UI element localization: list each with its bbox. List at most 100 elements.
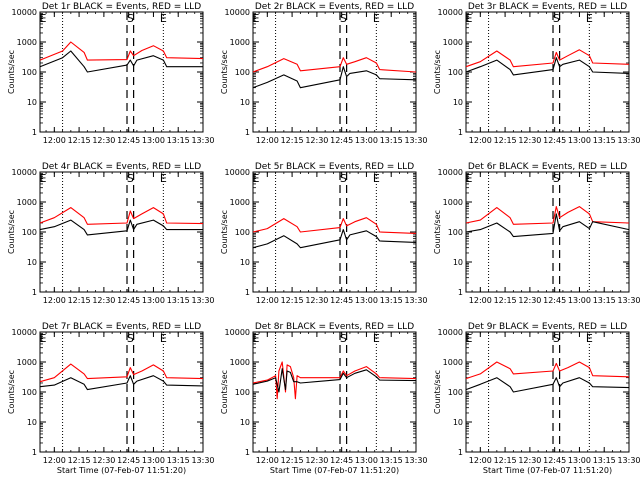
y-tick-label: 1000	[230, 38, 250, 47]
y-tick-label: 1000	[230, 198, 250, 207]
y-tick-label: 10	[240, 258, 250, 267]
y-tick-label: 1000	[17, 198, 37, 207]
marker-label: E	[373, 332, 380, 345]
y-tick-label: 100	[235, 68, 250, 77]
y-axis-label: Counts/sec	[7, 370, 16, 414]
panel-title: Det 1r BLACK = Events, RED = LLD	[42, 2, 201, 12]
x-tick-label: 12:45	[330, 296, 353, 305]
x-tick-label: 13:30	[404, 296, 427, 305]
x-tick-label: 12:45	[543, 296, 566, 305]
panel-title: Det 7r BLACK = Events, RED = LLD	[42, 322, 201, 332]
y-tick-label: 10	[27, 98, 37, 107]
y-tick-label: 100	[22, 68, 37, 77]
x-tick-label: 12:30	[518, 136, 541, 145]
y-axis-label: Counts/sec	[220, 50, 229, 94]
x-tick-label: 12:30	[305, 296, 328, 305]
y-tick-label: 10	[240, 98, 250, 107]
y-axis-label: Counts/sec	[7, 50, 16, 94]
y-tick-label: 1	[245, 448, 250, 457]
marker-label: E	[373, 12, 380, 25]
x-tick-label: 12:45	[543, 136, 566, 145]
x-tick-label: 13:30	[404, 136, 427, 145]
x-tick-label: 13:15	[167, 296, 190, 305]
x-tick-label: 13:00	[355, 456, 378, 465]
y-tick-label: 10000	[225, 8, 250, 17]
series-events-line	[465, 377, 630, 393]
x-tick-label: 13:30	[191, 456, 214, 465]
x-tick-label: 12:45	[117, 456, 140, 465]
series-events-line	[465, 213, 630, 238]
x-tick-label: 12:45	[543, 456, 566, 465]
panel-title: Det 3r BLACK = Events, RED = LLD	[468, 2, 627, 12]
series-lld-line	[252, 217, 417, 234]
y-tick-label: 1	[32, 288, 37, 297]
x-tick-label: 13:15	[593, 456, 616, 465]
x-tick-label: 12:45	[330, 136, 353, 145]
x-tick-label: 12:15	[281, 136, 304, 145]
plot-frame	[252, 11, 417, 133]
y-axis-label: Counts/sec	[433, 370, 442, 414]
series-lld-line	[465, 361, 630, 380]
y-tick-label: 100	[448, 68, 463, 77]
marker-label: E	[586, 12, 593, 25]
y-tick-label: 100	[448, 228, 463, 237]
x-tick-label: 12:15	[68, 456, 91, 465]
series-lld-line	[465, 49, 630, 68]
y-tick-label: 10	[453, 98, 463, 107]
y-axis-label: Counts/sec	[7, 210, 16, 254]
marker-label: S	[340, 172, 347, 185]
panel-title: Det 2r BLACK = Events, RED = LLD	[255, 2, 414, 12]
x-tick-label: 12:45	[330, 456, 353, 465]
y-tick-label: 1	[458, 128, 463, 137]
x-tick-label: 13:30	[617, 456, 640, 465]
marker-label: E	[586, 332, 593, 345]
marker-label: E	[253, 12, 260, 25]
x-tick-label: 13:30	[617, 296, 640, 305]
y-tick-label: 10000	[438, 328, 463, 337]
panel-det-7: Det 7r BLACK = Events, RED = LLD 1 10 100 10…	[7, 322, 215, 475]
x-tick-label: 13:15	[593, 296, 616, 305]
y-tick-label: 10	[27, 258, 37, 267]
plot-frame	[465, 171, 630, 293]
x-tick-label: 12:30	[518, 296, 541, 305]
x-tick-label: 12:00	[256, 296, 279, 305]
marker-label: S	[553, 12, 560, 25]
x-tick-label: 13:00	[568, 136, 591, 145]
x-tick-label: 13:00	[142, 456, 165, 465]
series-lld-line	[465, 206, 630, 225]
marker-label: E	[160, 172, 167, 185]
marker-label: S	[340, 332, 347, 345]
x-tick-label: 13:30	[404, 456, 427, 465]
marker-label: E	[466, 172, 473, 185]
y-tick-label: 10	[453, 418, 463, 427]
x-tick-label: 12:45	[117, 136, 140, 145]
panel-det-5: Det 5r BLACK = Events, RED = LLD 1 10 100 10…	[220, 162, 428, 305]
y-tick-label: 1000	[17, 38, 37, 47]
panel-det-9: Det 9r BLACK = Events, RED = LLD 1 10 100 10…	[433, 322, 640, 475]
panel-title: Det 5r BLACK = Events, RED = LLD	[255, 162, 414, 172]
series-lld-line	[39, 363, 204, 383]
x-tick-label: 12:30	[518, 456, 541, 465]
series-events-line	[252, 368, 417, 393]
y-tick-label: 10	[453, 258, 463, 267]
x-tick-label: 12:00	[469, 296, 492, 305]
panel-det-2: Det 2r BLACK = Events, RED = LLD 1 10 100 10…	[220, 2, 428, 145]
y-tick-label: 10000	[12, 8, 37, 17]
x-tick-label: 12:00	[256, 456, 279, 465]
x-axis-label: Start Time (07-Feb-07 11:51:20)	[483, 466, 612, 475]
x-tick-label: 12:00	[256, 136, 279, 145]
x-tick-label: 12:45	[117, 296, 140, 305]
y-tick-label: 1	[32, 128, 37, 137]
marker-label: E	[466, 12, 473, 25]
x-tick-label: 13:00	[355, 296, 378, 305]
panel-title: Det 4r BLACK = Events, RED = LLD	[42, 162, 201, 172]
x-tick-label: 12:30	[92, 456, 115, 465]
panel-det-3: Det 3r BLACK = Events, RED = LLD 1 10 100 10…	[433, 2, 640, 145]
marker-label: S	[127, 172, 134, 185]
y-tick-label: 100	[22, 388, 37, 397]
x-tick-label: 13:00	[568, 456, 591, 465]
panel-title: Det 9r BLACK = Events, RED = LLD	[468, 322, 627, 332]
y-tick-label: 10000	[438, 8, 463, 17]
x-axis-label: Start Time (07-Feb-07 11:51:20)	[270, 466, 399, 475]
